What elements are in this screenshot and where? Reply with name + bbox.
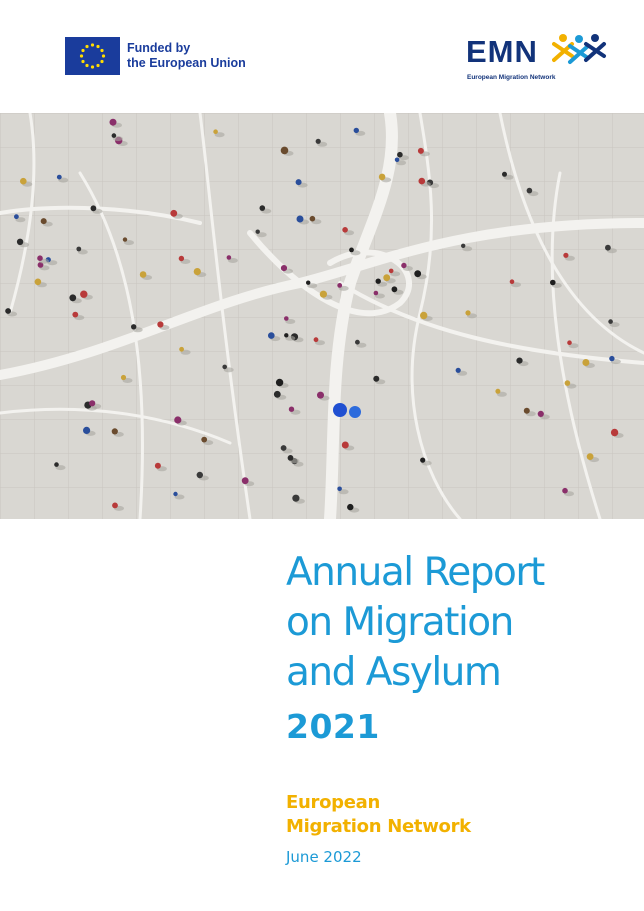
report-title: Annual Report on Migration and Asylum xyxy=(286,548,545,698)
emn-wordmark: EMN xyxy=(466,34,538,69)
eu-flag-icon xyxy=(65,37,120,75)
publisher-line-1: European xyxy=(286,792,381,813)
report-year: 2021 xyxy=(286,707,380,746)
publisher-name: European Migration Network xyxy=(286,791,471,839)
emn-subtitle: European Migration Network xyxy=(467,74,556,81)
eu-funding-text: Funded by the European Union xyxy=(127,41,246,71)
title-line-1: Annual Report xyxy=(286,550,545,595)
aerial-crowd-photo xyxy=(0,113,644,519)
people-figures-icon xyxy=(552,34,606,64)
eu-text-line1: Funded by xyxy=(127,41,191,55)
title-line-3: and Asylum xyxy=(286,650,502,695)
publication-date: June 2022 xyxy=(286,848,362,866)
eu-text-line2: the European Union xyxy=(127,56,246,70)
publisher-line-2: Migration Network xyxy=(286,816,471,837)
eu-funding-logo: Funded by the European Union xyxy=(65,37,246,75)
emn-logo: EMN European Migration Network xyxy=(466,30,608,85)
title-line-2: on Migration xyxy=(286,600,514,645)
